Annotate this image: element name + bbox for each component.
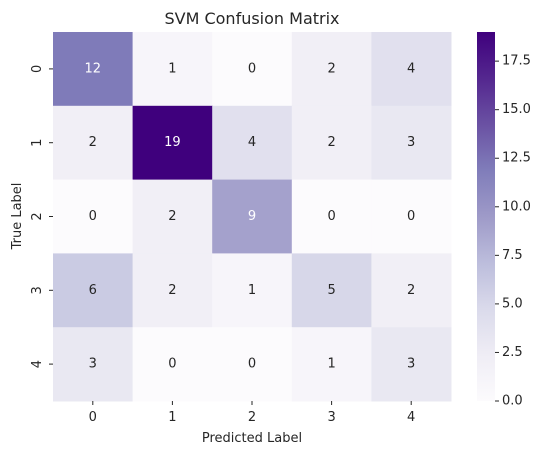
heatmap-cell-1-2 [212, 105, 293, 181]
cell-value-label: 3 [89, 357, 97, 372]
heatmap-cell-1-4 [371, 105, 452, 181]
heatmap-cell-2-2 [212, 179, 293, 254]
cell-annotations: 12 1 0 2 4 2 19 4 2 3 0 2 9 0 0 6 2 1 5 2 3 0 0 1 3 [85, 61, 416, 371]
y-tick-label: 3 [30, 286, 45, 294]
cell-value-label: 4 [248, 135, 256, 150]
colorbar-tick-label: 2.5 [502, 345, 523, 360]
heatmap-cell-3-0 [53, 253, 134, 328]
heatmap-cell-3-2 [212, 253, 293, 328]
heatmap-cell-0-2 [212, 32, 293, 107]
cell-value-label: 0 [248, 357, 256, 372]
heatmap-cell-1-3 [291, 105, 372, 181]
colorbar-gradient [477, 32, 495, 401]
y-tick-label: 0 [30, 65, 45, 73]
cell-value-label: 1 [327, 357, 335, 372]
colorbar-tick-label: 17.5 [502, 54, 531, 69]
heatmap-cell-4-2 [212, 327, 293, 402]
cell-value-label: 0 [248, 61, 256, 76]
x-tick-label: 2 [248, 410, 256, 425]
heatmap-cell-3-1 [132, 253, 213, 328]
cell-value-label: 19 [164, 135, 181, 150]
heatmap-cell-1-0 [53, 105, 134, 181]
x-tick-label: 1 [168, 410, 176, 425]
cell-value-label: 0 [407, 209, 415, 224]
colorbar-tick-label: 0.0 [502, 394, 523, 409]
heatmap-cell-3-3 [291, 253, 372, 328]
heatmap-cell-2-3 [291, 179, 372, 254]
colorbar-tick-label: 10.0 [502, 199, 531, 214]
cell-value-label: 0 [168, 357, 176, 372]
colorbar-tick-label: 7.5 [502, 248, 523, 263]
x-axis: 0 1 2 3 4 [89, 401, 415, 425]
heatmap-cell-0-0 [53, 32, 134, 107]
cell-value-label: 9 [248, 209, 256, 224]
cell-value-label: 2 [168, 209, 176, 224]
heatmap-cell-2-1 [132, 179, 213, 254]
y-axis: 0 1 2 3 4 [30, 65, 53, 368]
y-axis-title: True Label [10, 183, 25, 251]
cell-value-label: 3 [407, 135, 415, 150]
cell-value-label: 4 [407, 61, 415, 76]
heatmap-cell-2-0 [53, 179, 134, 254]
heatmap-cell-4-0 [53, 327, 134, 402]
cell-value-label: 2 [89, 135, 97, 150]
cell-value-label: 2 [327, 135, 335, 150]
colorbar-tick-label: 12.5 [502, 151, 531, 166]
heatmap-cell-4-1 [132, 327, 213, 402]
cell-value-label: 12 [85, 61, 102, 76]
x-tick-label: 0 [89, 410, 97, 425]
y-tick-label: 4 [30, 360, 45, 368]
cell-value-label: 6 [89, 283, 97, 298]
heatmap-cell-0-3 [291, 32, 372, 107]
cell-value-label: 2 [168, 283, 176, 298]
heatmap-cell-3-4 [371, 253, 452, 328]
cell-value-label: 2 [407, 283, 415, 298]
heatmap-cell-0-1 [132, 32, 213, 107]
y-tick-label: 1 [30, 139, 45, 147]
heatmap-cell-0-4 [371, 32, 452, 107]
heatmap-cell-2-4 [371, 179, 452, 254]
colorbar: 0.0 2.5 5.0 7.5 10.0 12.5 15.0 17.5 [477, 32, 531, 409]
heatmap-cells [53, 32, 452, 402]
cell-value-label: 1 [168, 61, 176, 76]
cell-value-label: 3 [407, 357, 415, 372]
x-axis-title: Predicted Label [202, 431, 302, 446]
colorbar-tick-label: 5.0 [502, 296, 523, 311]
y-tick-label: 2 [30, 212, 45, 220]
cell-value-label: 0 [327, 209, 335, 224]
colorbar-tick-label: 15.0 [502, 102, 531, 117]
cell-value-label: 1 [248, 283, 256, 298]
heatmap-cell-4-3 [291, 327, 372, 402]
chart-title: SVM Confusion Matrix [164, 9, 339, 28]
x-tick-label: 4 [407, 410, 415, 425]
heatmap-cell-4-4 [371, 327, 452, 402]
heatmap-cell-1-1 [132, 105, 213, 181]
cell-value-label: 2 [327, 61, 335, 76]
cell-value-label: 0 [89, 209, 97, 224]
cell-value-label: 5 [327, 283, 335, 298]
x-tick-label: 3 [327, 410, 335, 425]
